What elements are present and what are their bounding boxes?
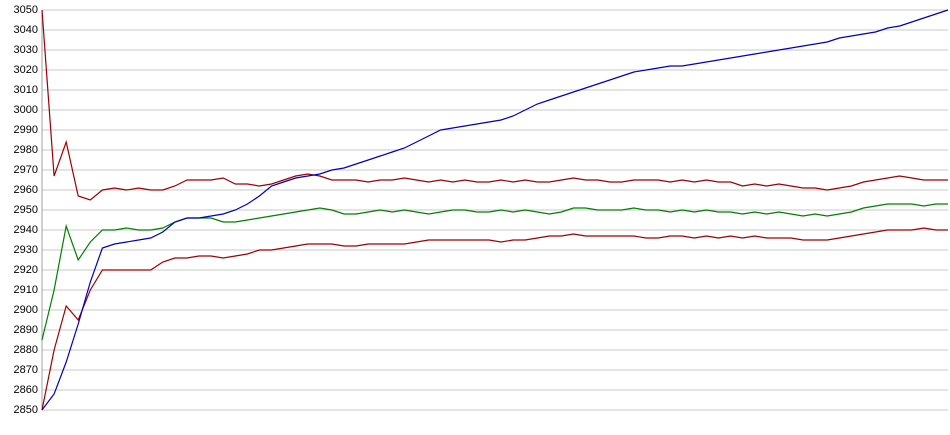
y-tick-label: 2860 [14,384,38,396]
y-tick-label: 2920 [14,264,38,276]
y-tick-label: 3020 [14,64,38,76]
y-tick-label: 2910 [14,284,38,296]
y-tick-label: 2880 [14,344,38,356]
y-tick-label: 2850 [14,404,38,416]
y-tick-label: 3030 [14,44,38,56]
y-tick-label: 2870 [14,364,38,376]
y-tick-label: 3010 [14,84,38,96]
y-tick-label: 2980 [14,144,38,156]
series-line [41,9,949,411]
y-tick-label: 3050 [14,4,38,16]
y-tick-label: 2930 [14,244,38,256]
series-line [41,9,948,201]
y-tick-label: 3040 [14,24,38,36]
y-tick-label: 2990 [14,124,38,136]
y-tick-label: 2960 [14,184,38,196]
y-tick-label: 2900 [14,304,38,316]
y-tick-label: 2940 [14,224,38,236]
series-line [41,227,948,411]
y-tick-label: 3000 [14,104,38,116]
y-tick-label: 2970 [14,164,38,176]
y-tick-label: 2890 [14,324,38,336]
series-line [41,203,948,341]
y-tick-label: 2950 [14,204,38,216]
